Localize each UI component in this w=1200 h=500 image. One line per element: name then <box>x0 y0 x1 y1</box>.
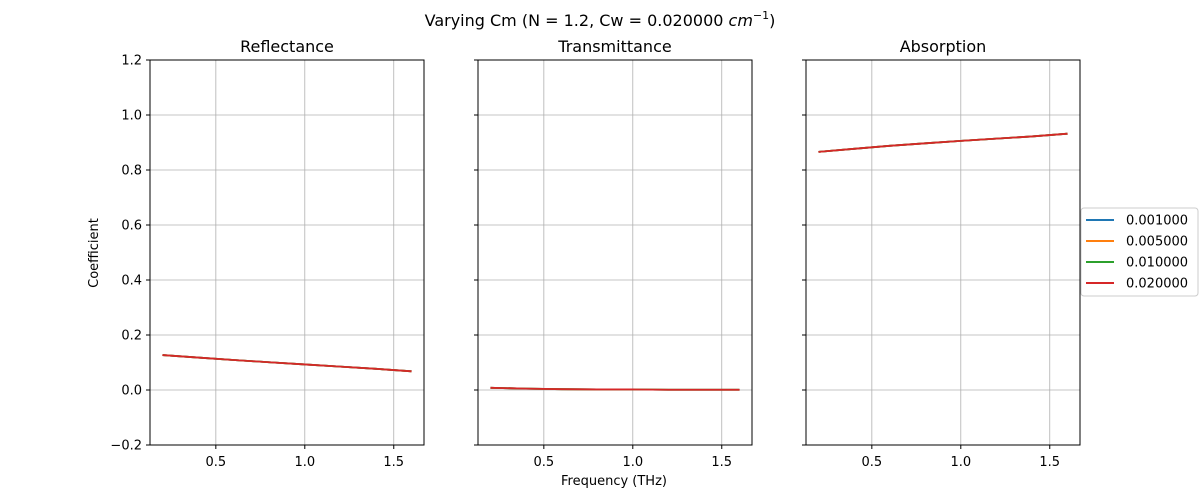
legend-label: 0.001000 <box>1126 214 1188 229</box>
axes-frame <box>149 59 425 446</box>
x-tick-label: 0.5 <box>205 455 226 470</box>
legend-label: 0.010000 <box>1126 256 1188 271</box>
y-tick-label: 0.2 <box>121 329 142 344</box>
x-tick-label: 1.5 <box>1039 455 1060 470</box>
x-axis-label: Frequency (THz) <box>561 474 667 489</box>
legend: 0.001000 0.005000 0.010000 0.020000 <box>1080 207 1199 297</box>
y-axis-label: Coefficient <box>87 218 102 288</box>
axes-frame <box>477 59 753 446</box>
panel-title: Absorption <box>900 37 987 56</box>
panel-transmittance: 0.5 1.0 1.5 Transmittance <box>474 37 753 470</box>
series-line <box>818 132 1068 153</box>
y-tick-label: −0.2 <box>110 439 142 454</box>
panel-reflectance: 0.5 1.0 1.5 −0.2 0.0 0.2 0.4 0.6 0.8 1.0 1.2 Reflec… <box>110 37 425 470</box>
legend-label: 0.005000 <box>1126 235 1188 250</box>
y-tick-label: 1.0 <box>121 109 142 124</box>
panel-title: Transmittance <box>557 37 671 56</box>
x-tick-label: 1.0 <box>294 455 315 470</box>
panel-absorption: 0.5 1.0 1.5 Absorption <box>802 37 1081 470</box>
x-tick-label: 0.5 <box>861 455 882 470</box>
legend-label: 0.020000 <box>1126 277 1188 292</box>
legend-box <box>1080 207 1199 297</box>
axes-frame <box>805 59 1081 446</box>
y-tick-label: 0.8 <box>121 164 142 179</box>
y-tick-label: 0.4 <box>121 274 142 289</box>
panels: 0.5 1.0 1.5 −0.2 0.0 0.2 0.4 0.6 0.8 1.0 1.2 Reflec… <box>110 37 1081 470</box>
series-line <box>162 354 412 373</box>
y-tick-label: 0.0 <box>121 384 142 399</box>
x-tick-label: 0.5 <box>533 455 554 470</box>
figure-title: Varying Cm (N = 1.2, Cw = 0.020000 cm−1) <box>425 9 776 30</box>
panel-title: Reflectance <box>240 37 334 56</box>
y-tick-label: 0.6 <box>121 219 142 234</box>
x-tick-label: 1.5 <box>711 455 732 470</box>
y-tick-label: 1.2 <box>121 54 142 69</box>
x-tick-label: 1.0 <box>950 455 971 470</box>
x-tick-label: 1.5 <box>383 455 404 470</box>
series-line <box>490 386 740 391</box>
x-tick-label: 1.0 <box>622 455 643 470</box>
